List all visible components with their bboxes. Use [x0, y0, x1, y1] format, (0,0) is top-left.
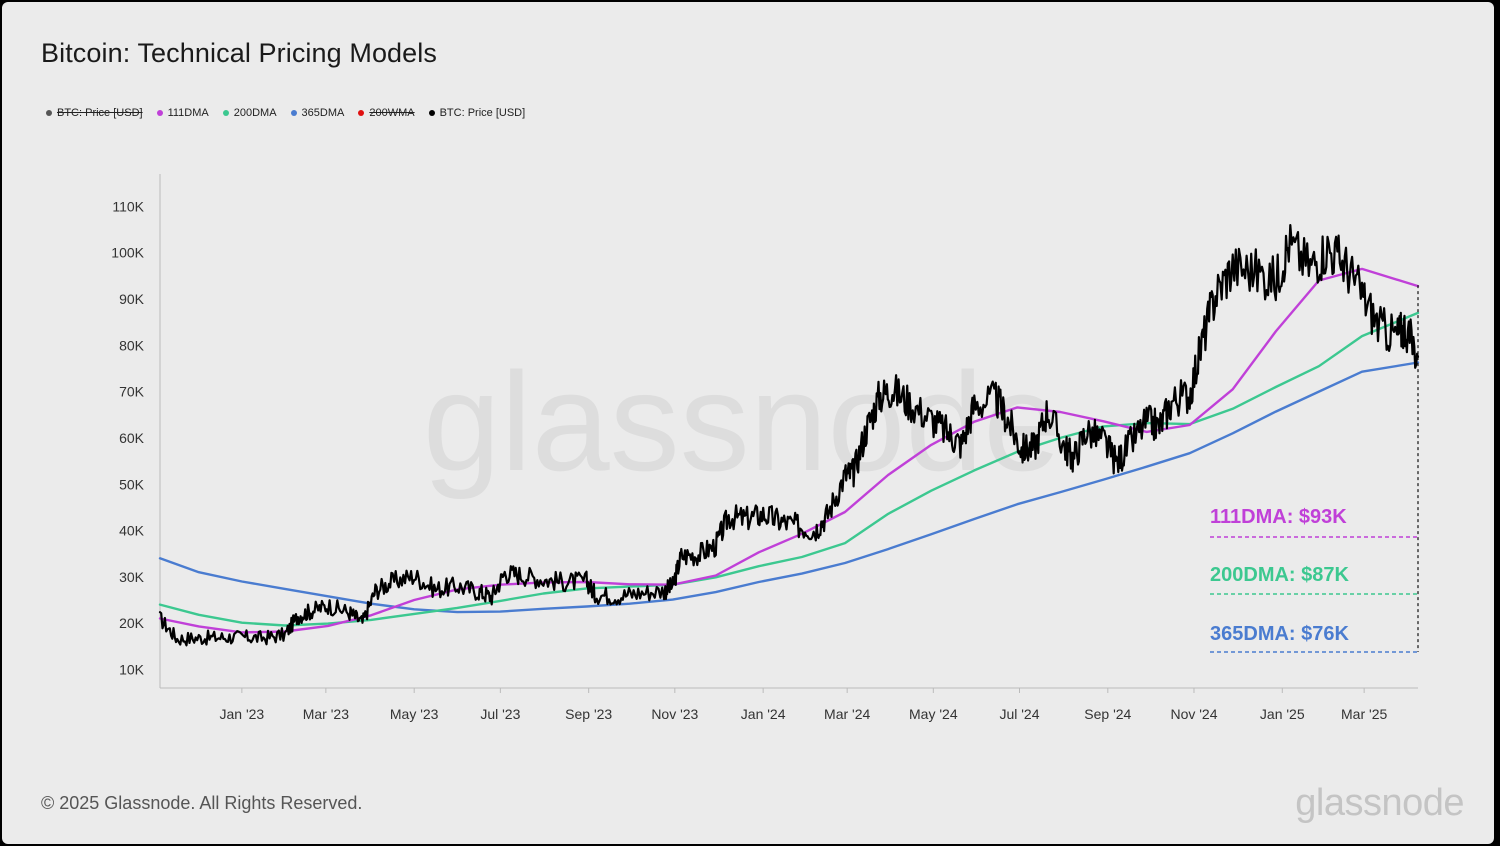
legend-label: 365DMA: [301, 107, 345, 119]
y-tick-label: 90K: [119, 291, 145, 307]
legend-dot-icon: [46, 110, 52, 116]
legend: BTC: Price [USD] 111DMA 200DMA 365DMA 200WMA…: [46, 107, 525, 119]
x-tick-label: Sep '24: [1084, 706, 1131, 722]
legend-item-1[interactable]: 111DMA: [156, 107, 209, 119]
y-tick-label: 10K: [119, 661, 145, 677]
legend-item-2[interactable]: 200DMA: [222, 107, 277, 119]
y-tick-label: 30K: [119, 569, 145, 585]
series-line-365dma: [158, 361, 1420, 614]
y-tick-label: 100K: [111, 245, 144, 261]
y-tick-label: 50K: [119, 476, 145, 492]
legend-dot-icon: [358, 110, 365, 116]
annotation-label: 365DMA: $76K: [1210, 623, 1350, 645]
legend-dot-icon: [428, 110, 435, 116]
legend-label: 200WMA: [369, 107, 415, 119]
y-tick-label: 40K: [119, 523, 145, 539]
y-tick-label: 20K: [119, 615, 145, 631]
legend-item-3[interactable]: 365DMA: [290, 107, 345, 119]
legend-item-5[interactable]: BTC: Price [USD]: [428, 107, 526, 119]
chart-title: Bitcoin: Technical Pricing Models: [41, 38, 437, 68]
legend-dot-icon: [156, 110, 163, 116]
legend-dot-icon: [290, 110, 297, 116]
x-tick-label: Mar '24: [824, 706, 870, 722]
series-line-200dma: [158, 311, 1420, 627]
legend-item-0[interactable]: BTC: Price [USD]: [46, 107, 143, 119]
copyright: © 2025 Glassnode. All Rights Reserved.: [41, 793, 363, 813]
series-group: [158, 224, 1420, 647]
axes: 10K 20K 30K 40K 50K 60K 70K 80K 90K 100K 110K Jan '…: [111, 174, 1418, 722]
brand-logo: glassnode: [1295, 782, 1464, 824]
annotation-label: 111DMA: $93K: [1210, 506, 1347, 528]
annotation-label: 200DMA: $87K: [1210, 564, 1350, 586]
watermark: glassnode: [423, 343, 1061, 500]
y-tick-label: 80K: [119, 337, 145, 353]
x-tick-label: Mar '25: [1341, 706, 1387, 722]
legend-item-4[interactable]: 200WMA: [358, 107, 415, 119]
y-tick-label: 60K: [119, 430, 145, 446]
legend-label: 200DMA: [233, 107, 277, 119]
x-tick-label: Nov '23: [651, 706, 698, 722]
x-tick-label: Mar '23: [303, 706, 349, 722]
y-tick-label: 110K: [112, 198, 144, 214]
y-tick-label: 70K: [119, 384, 145, 400]
legend-label: BTC: Price [USD]: [57, 107, 143, 119]
x-tick-label: May '23: [390, 706, 439, 722]
x-tick-label: May '24: [909, 706, 958, 722]
x-tick-label: Jul '23: [480, 706, 520, 722]
x-tick-label: Sep '23: [565, 706, 612, 722]
series-line-btc-price-usd-: [158, 224, 1420, 647]
legend-label: BTC: Price [USD]: [439, 107, 526, 119]
legend-label: 111DMA: [167, 107, 209, 119]
x-tick-label: Jan '24: [741, 706, 786, 722]
legend-dot-icon: [222, 110, 229, 116]
annotations: 111DMA: $93K 200DMA: $87K 365DMA: $76K: [1210, 285, 1419, 653]
x-tick-label: Jan '23: [219, 706, 264, 722]
x-tick-label: Nov '24: [1170, 706, 1217, 722]
x-tick-label: Jan '25: [1260, 706, 1305, 722]
x-tick-label: Jul '24: [999, 706, 1039, 722]
